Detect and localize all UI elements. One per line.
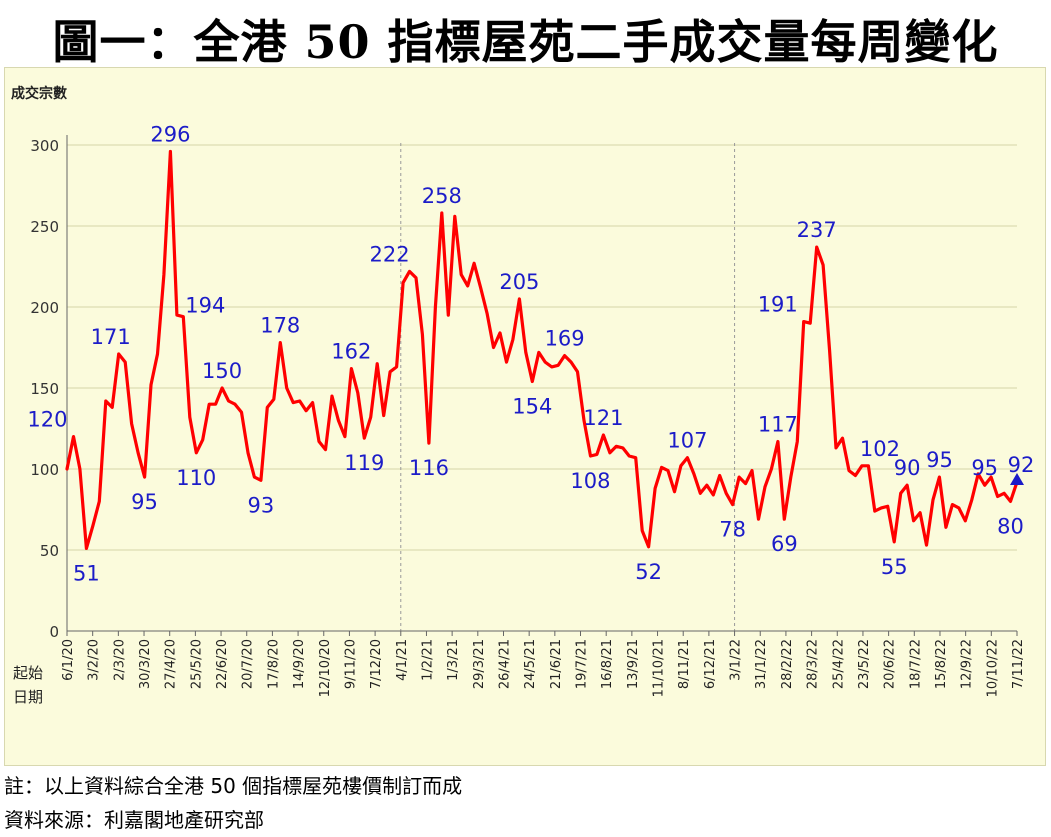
x-tick-label: 31/1/22	[754, 639, 769, 689]
x-tick-label: 27/4/20	[164, 639, 179, 689]
x-tick-label: 18/7/22	[908, 639, 923, 689]
data-label: 258	[422, 184, 462, 208]
x-tick-label: 4/1/21	[395, 639, 410, 681]
x-tick-label: 23/5/22	[857, 639, 872, 689]
x-tick-label: 7/12/20	[369, 639, 384, 689]
chart-area: 0 50 100 150 200 250 300 成交宗數起始日期 6/1/20 3/2/20 2/…	[4, 67, 1046, 766]
x-tick-label: 1/2/21	[420, 639, 435, 681]
data-label: 120	[27, 408, 67, 432]
x-tick-label: 29/3/21	[472, 639, 487, 689]
y-tick-label: 100	[30, 461, 59, 479]
source-note: 資料來源：利嘉閣地產研究部	[4, 808, 264, 832]
y-tick-label: 50	[40, 542, 59, 560]
x-tick-label: 14/9/20	[292, 639, 307, 689]
x-tick-label: 24/5/21	[523, 639, 538, 689]
x-tick-label: 8/11/21	[677, 639, 692, 689]
data-label: 222	[369, 242, 409, 266]
x-tick-label: 25/5/20	[189, 639, 204, 689]
x-tick-label: 10/10/22	[985, 639, 1000, 697]
x-tick-label: 12/10/20	[318, 639, 333, 697]
data-label: 92	[1008, 453, 1035, 477]
data-label: 162	[331, 340, 371, 364]
data-label: 93	[248, 493, 275, 517]
y-tick-label: 300	[30, 137, 59, 155]
x-tick-label: 30/3/20	[138, 639, 153, 689]
x-axis-label-line1: 起始	[13, 664, 43, 682]
latest-point-marker	[1010, 472, 1024, 485]
data-label: 80	[997, 514, 1024, 538]
x-tick-label: 28/3/22	[806, 639, 821, 689]
data-label: 51	[73, 561, 100, 585]
data-label: 169	[545, 327, 585, 351]
x-tick-label: 26/4/21	[497, 639, 512, 689]
x-tick-label: 13/9/21	[626, 639, 641, 689]
chart-title: 圖一：全港 50 指標屋苑二手成交量每周變化	[52, 15, 999, 69]
data-label: 102	[860, 437, 900, 461]
x-tick-label: 22/6/20	[215, 639, 230, 689]
y-tick-label: 150	[30, 380, 59, 398]
x-tick-label: 3/2/20	[87, 639, 102, 681]
x-tick-label: 9/11/20	[343, 639, 358, 689]
x-tick-label: 20/6/22	[883, 639, 898, 689]
data-label: 69	[771, 532, 798, 556]
data-label: 78	[719, 518, 746, 542]
x-tick-label: 16/8/21	[600, 639, 615, 689]
data-label: 119	[344, 451, 384, 475]
data-label: 108	[570, 469, 610, 493]
data-label: 191	[758, 293, 798, 317]
data-label: 150	[202, 359, 242, 383]
grid-layer	[67, 143, 1017, 631]
x-tick-label: 25/4/22	[831, 639, 846, 689]
data-label: 110	[176, 466, 216, 490]
data-label: 154	[512, 395, 552, 419]
x-tick-label: 17/8/20	[266, 639, 281, 689]
data-label: 52	[635, 560, 662, 584]
data-label: 55	[881, 555, 908, 579]
data-label: 116	[409, 456, 449, 480]
x-tick-label: 20/7/20	[241, 639, 256, 689]
data-label: 117	[758, 412, 798, 436]
footnote: 註：以上資料綜合全港 50 個指標屋苑樓價制訂而成	[4, 774, 463, 798]
data-label: 95	[971, 456, 998, 480]
data-label-layer: 120 51 171 95 296 194 110 150 93 178 162 119 222 116 2…	[27, 122, 1034, 585]
data-label: 194	[185, 294, 225, 318]
x-tick-label: 6/1/20	[61, 639, 76, 681]
y-tick-label: 250	[30, 218, 59, 236]
y-tick-label: 200	[30, 299, 59, 317]
data-label: 237	[797, 218, 837, 242]
data-label: 171	[91, 325, 131, 349]
x-tick-label: 1/3/21	[446, 639, 461, 681]
x-tick-label: 15/8/22	[934, 639, 949, 689]
x-tick-label: 12/9/22	[960, 639, 975, 689]
x-tick-label: 6/12/21	[703, 639, 718, 689]
x-tick-label: 2/3/20	[112, 639, 127, 681]
data-label: 90	[894, 456, 921, 480]
series-layer	[65, 149, 1024, 550]
data-label: 95	[131, 490, 158, 514]
x-tick-label: 7/11/22	[1011, 639, 1026, 689]
x-tick-label: 11/10/21	[652, 639, 667, 697]
y-tick-label: 0	[49, 623, 59, 641]
data-label: 107	[667, 429, 707, 453]
data-label: 296	[150, 122, 190, 146]
data-label: 121	[583, 406, 623, 430]
data-label: 95	[926, 448, 953, 472]
y-axis-label: 成交宗數	[11, 85, 67, 102]
x-tick-label: 21/6/21	[549, 639, 564, 689]
series-line	[65, 149, 1019, 550]
data-label: 205	[499, 270, 539, 294]
x-axis-label-line2: 日期	[13, 688, 43, 706]
x-tick-label: 19/7/21	[575, 639, 590, 689]
x-tick-label: 28/2/22	[780, 639, 795, 689]
x-tick-label: 3/1/22	[729, 639, 744, 681]
data-label: 178	[260, 314, 300, 338]
